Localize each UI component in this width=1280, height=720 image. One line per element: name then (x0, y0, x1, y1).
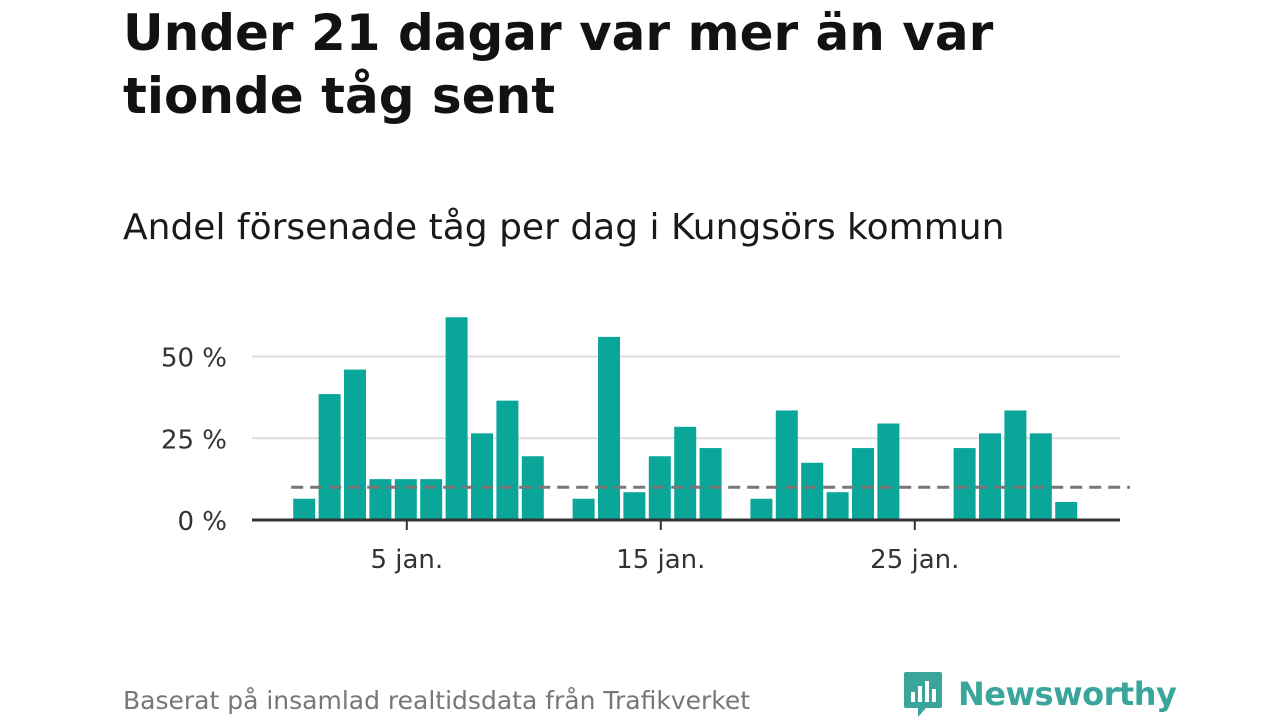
bar (420, 479, 443, 520)
y-tick-label: 25 % (161, 425, 227, 455)
bar (750, 498, 773, 520)
y-tick-label: 50 % (161, 344, 227, 374)
bar (293, 498, 316, 520)
bar (344, 369, 366, 520)
bar (1029, 433, 1052, 520)
bar (394, 479, 417, 520)
bar (852, 448, 874, 520)
bar (369, 479, 392, 520)
newsworthy-logo-text: Newsworthy (958, 675, 1177, 713)
bar (979, 433, 1001, 520)
bar (801, 462, 824, 520)
bar (598, 336, 620, 520)
chart-title: Under 21 dagar var mer än var tionde tåg… (123, 4, 994, 125)
chart-subtitle: Andel försenade tåg per dag i Kungsörs k… (123, 207, 1005, 248)
bar (445, 317, 468, 520)
bar (572, 498, 595, 520)
bar (318, 394, 341, 520)
newsworthy-logo: Newsworthy (902, 670, 1177, 718)
bar (1055, 502, 1078, 520)
bar (521, 456, 544, 520)
bar (674, 426, 697, 520)
newsworthy-logo-icon (904, 672, 942, 717)
x-tick-label: 15 jan. (616, 545, 705, 575)
x-tick-label: 25 jan. (870, 545, 959, 575)
bar (953, 448, 976, 520)
bar (826, 492, 849, 520)
bar (471, 433, 493, 520)
bar (496, 400, 519, 520)
bar (1004, 410, 1027, 520)
bar-chart: 0 % 25 % 50 % 5 jan. 15 jan. 25 jan. (161, 317, 1130, 575)
bar (623, 492, 646, 520)
source-note: Baserat på insamlad realtidsdata från Tr… (123, 686, 751, 715)
bar (699, 448, 722, 520)
y-tick-label: 0 % (177, 507, 227, 537)
bar (775, 410, 798, 520)
bar (877, 423, 900, 520)
x-tick-label: 5 jan. (370, 545, 443, 575)
